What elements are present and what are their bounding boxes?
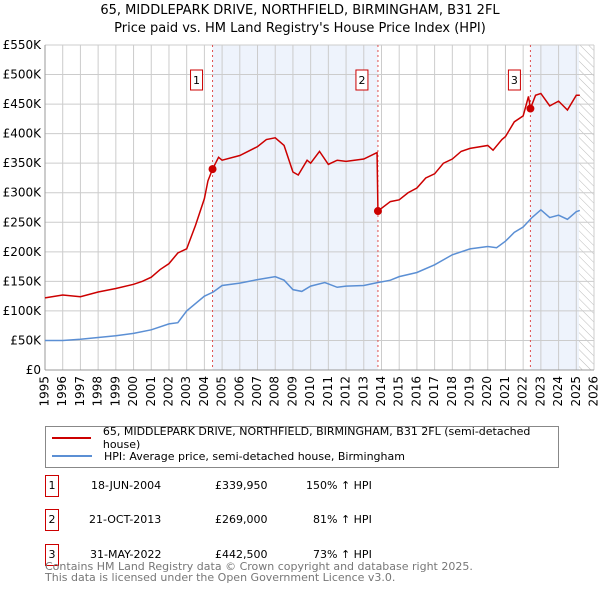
chart-title: 65, MIDDLEPARK DRIVE, NORTHFIELD, BIRMIN…: [100, 3, 500, 18]
y-tick-label: £450K: [3, 97, 43, 111]
x-tick-label: 2002: [161, 376, 175, 407]
x-tick-label: 2024: [551, 376, 565, 407]
x-tick-label: 2018: [445, 376, 459, 407]
y-tick-label: £200K: [3, 245, 43, 259]
sale-label: 2: [358, 74, 365, 87]
y-tick-label: £100K: [3, 304, 43, 318]
x-tick-label: 2006: [232, 376, 246, 407]
sale-date: 21-OCT-2013: [89, 513, 162, 526]
sale-row: 3 31-MAY-2022 £442,500 73% ↑ HPI: [45, 544, 465, 566]
sale-label: 1: [193, 74, 200, 87]
sale-point: [373, 207, 382, 216]
y-tick-label: £400K: [3, 127, 43, 141]
y-tick-label: £250K: [3, 215, 43, 229]
sale-point: [526, 104, 535, 113]
sale-price: £339,950: [215, 479, 268, 492]
x-tick-label: 2003: [179, 376, 193, 407]
legend-swatch-hpi: [52, 455, 92, 457]
x-tick-label: 2013: [356, 376, 370, 407]
footer-licence: This data is licensed under the Open Gov…: [45, 571, 396, 584]
x-tick-label: 2012: [339, 376, 353, 407]
forecast-hatch: [578, 45, 594, 370]
x-tick-label: 2017: [427, 376, 441, 407]
sale-period-shade: [212, 45, 378, 370]
sale-hpi-change: 73% ↑ HPI: [313, 548, 372, 561]
x-tick-label: 1999: [108, 376, 122, 407]
x-tick-label: 2022: [516, 376, 530, 407]
x-tick-label: 2000: [126, 376, 140, 407]
y-tick-label: £350K: [3, 156, 43, 170]
sale-date: 31-MAY-2022: [90, 548, 162, 561]
sale-marker-box: 1: [45, 475, 59, 497]
sale-hpi-change: 150% ↑ HPI: [306, 479, 372, 492]
x-tick-label: 2019: [463, 376, 477, 407]
x-tick-label: 2009: [285, 376, 299, 407]
x-tick-label: 2004: [197, 376, 211, 407]
property-price-line: [44, 92, 580, 299]
sale-price: £442,500: [215, 548, 268, 561]
x-tick-label: 2021: [498, 376, 512, 407]
hpi-line: [45, 208, 581, 342]
x-tick-label: 2020: [480, 376, 494, 407]
x-tick-label: 2023: [533, 376, 547, 407]
x-tick-label: 2025: [569, 376, 583, 407]
x-tick-label: 2026: [587, 376, 600, 407]
x-tick-label: 1995: [38, 376, 52, 407]
price-chart: 1995 1996 1997 1998 1999 2000 2001 2002 2003 2004…: [3, 38, 600, 407]
x-tick-label: 2014: [374, 376, 388, 407]
legend: 65, MIDDLEPARK DRIVE, NORTHFIELD, BIRMIN…: [45, 425, 559, 468]
sale-row: 1 18-JUN-2004 £339,950 150% ↑ HPI: [45, 475, 465, 497]
y-tick-label: £150K: [3, 274, 43, 288]
x-tick-label: 2010: [303, 376, 317, 407]
footer-copyright: Contains HM Land Registry data © Crown c…: [45, 560, 473, 573]
sale-marker-box: 2: [45, 509, 59, 531]
sale-label-box: [355, 69, 369, 91]
y-tick-label: £0: [26, 363, 41, 377]
x-tick-label: 2016: [409, 376, 423, 407]
x-tick-label: 2001: [144, 376, 158, 407]
x-tick-label: 2008: [268, 376, 282, 407]
chart-subtitle: Price paid vs. HM Land Registry's House …: [114, 21, 486, 36]
x-tick-label: 2007: [250, 376, 264, 407]
x-tick-label: 1998: [91, 376, 105, 407]
sale-hpi-change: 81% ↑ HPI: [313, 513, 372, 526]
sale-label-box: [507, 69, 521, 91]
legend-label-property: 65, MIDDLEPARK DRIVE, NORTHFIELD, BIRMIN…: [102, 425, 531, 451]
sale-marker-box: 3: [45, 544, 59, 566]
legend-label-hpi: HPI: Average price, semi-detached house,…: [104, 449, 405, 463]
y-tick-label: £300K: [3, 186, 43, 200]
sale-price: £269,000: [215, 513, 268, 526]
x-tick-label: 2005: [215, 376, 229, 407]
y-tick-label: £500K: [3, 68, 43, 82]
x-tick-label: 2011: [321, 376, 335, 407]
legend-swatch-property: [52, 437, 91, 439]
sale-label-box: [190, 69, 204, 91]
sale-point: [208, 165, 217, 174]
sale-label: 3: [511, 74, 518, 87]
sale-period-shade: [530, 45, 579, 370]
x-tick-label: 1997: [73, 376, 87, 407]
sale-row: 2 21-OCT-2013 £269,000 81% ↑ HPI: [45, 509, 465, 531]
y-tick-label: £550K: [3, 38, 43, 52]
sale-date: 18-JUN-2004: [91, 479, 162, 492]
x-tick-label: 2015: [392, 376, 406, 407]
y-tick-label: £50K: [10, 333, 42, 347]
x-tick-label: 1996: [55, 376, 69, 407]
